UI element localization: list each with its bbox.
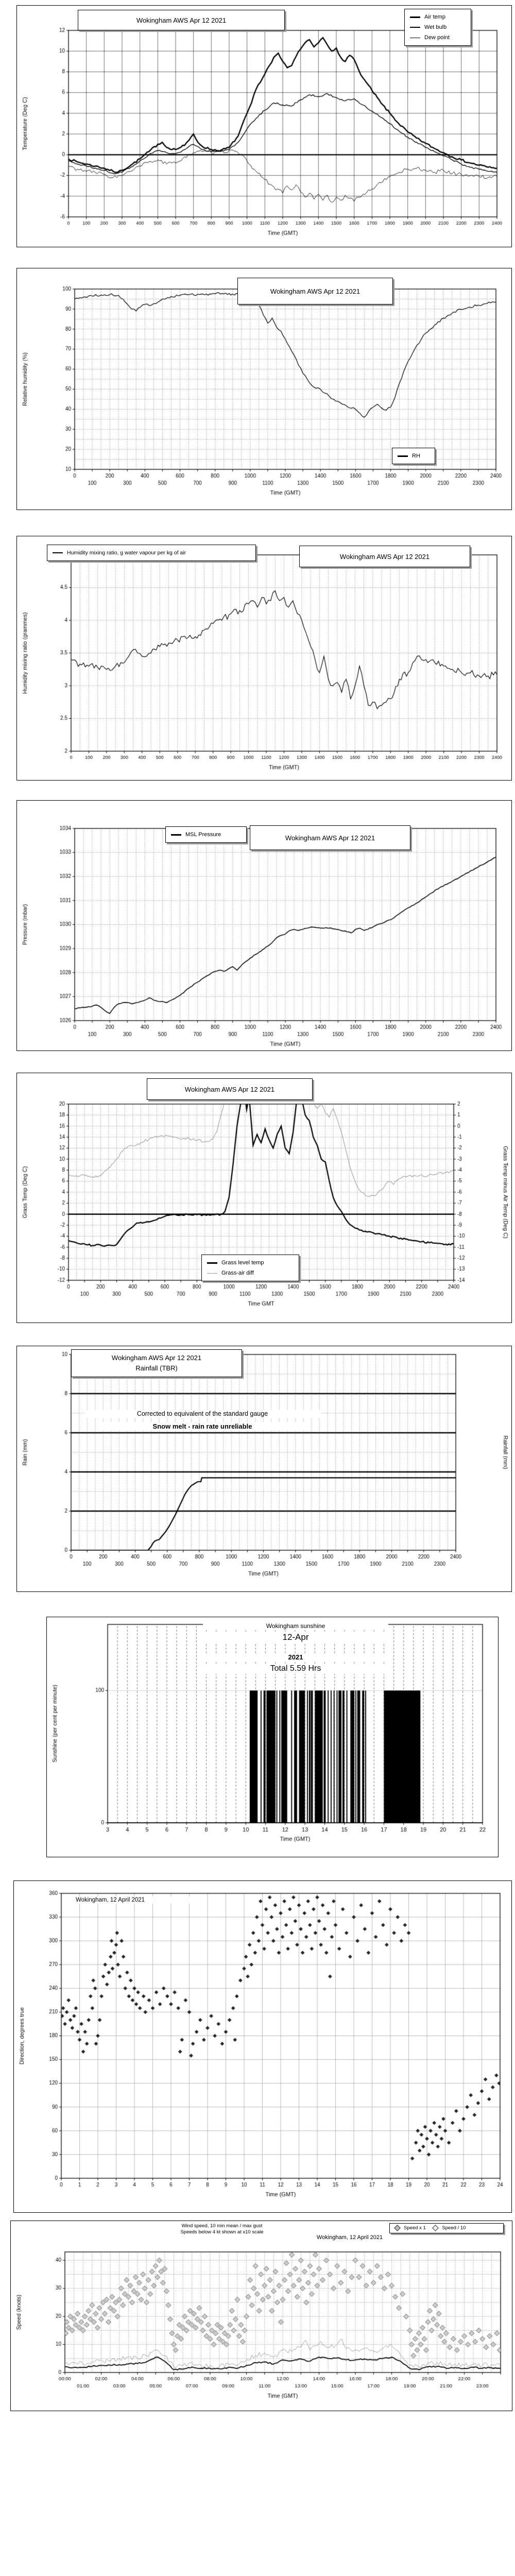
wind-direction-chart-canvas bbox=[14, 1881, 511, 2212]
rain-correction-note: Corrected to equivalent of the standard … bbox=[84, 1410, 321, 1418]
mixing-ratio-chart-panel: Humidity mixing ratio, g water vapour pe… bbox=[16, 536, 512, 781]
legend-label: Speed x 1 bbox=[404, 2225, 426, 2231]
chart-title: Wokingham, 12 April 2021 bbox=[76, 1896, 204, 1904]
chart-title-text: Wokingham AWS Apr 12 2021 bbox=[285, 834, 375, 842]
legend: Speed x 1 Speed / 10 bbox=[389, 2223, 504, 2233]
wind-speed-header: Wind speed, 10 min mean / max gust bbox=[129, 2223, 315, 2229]
legend-label: MSL Pressure bbox=[185, 832, 221, 838]
temperature-chart-panel: Wokingham AWS Apr 12 2021 Air temp Wet b… bbox=[16, 5, 512, 247]
legend: MSL Pressure bbox=[165, 826, 247, 843]
legend-item: RH bbox=[397, 451, 431, 461]
legend-item: Humidity mixing ratio, g water vapour pe… bbox=[52, 548, 251, 558]
snow-melt-warning: Snow melt - rain rate unreliable bbox=[99, 1422, 305, 1431]
mixing-ratio-chart-canvas bbox=[17, 536, 511, 780]
legend-label: Speed / 10 bbox=[442, 2225, 466, 2231]
legend-item: Speed / 10 bbox=[430, 2225, 469, 2231]
sunshine-year: 2021 bbox=[203, 1653, 388, 1662]
wind-direction-chart-panel: Wokingham, 12 April 2021 bbox=[13, 1880, 512, 2213]
legend-item: Grass-air diff bbox=[206, 1268, 295, 1278]
rh-line-swatch bbox=[398, 455, 408, 457]
chart-title: Wokingham AWS Apr 12 2021 bbox=[299, 546, 470, 567]
rainfall-chart-panel: Wokingham AWS Apr 12 2021 Rainfall (TBR)… bbox=[16, 1346, 512, 1592]
chart-title-text: Wokingham AWS Apr 12 2021 bbox=[136, 16, 227, 24]
chart-title: Wokingham AWS Apr 12 2021 bbox=[250, 825, 410, 850]
legend-item: Dew point bbox=[409, 32, 467, 43]
legend-label: Dew point bbox=[424, 35, 450, 41]
humidity-chart-canvas bbox=[17, 268, 511, 510]
legend-item: Air temp bbox=[409, 12, 467, 22]
chart-title-text: Wokingham AWS Apr 12 2021 bbox=[339, 552, 430, 561]
air-temp-line-swatch bbox=[410, 16, 420, 18]
chart-title: Wokingham, 12 April 2021 bbox=[293, 2234, 406, 2242]
pressure-chart-panel: MSL Pressure Wokingham AWS Apr 12 2021 bbox=[16, 800, 512, 1051]
chart-title-text: Wokingham AWS Apr 12 2021 bbox=[184, 1085, 275, 1093]
sunshine-date: 12-Apr bbox=[203, 1632, 388, 1643]
legend: Grass level temp Grass-air diff bbox=[201, 1255, 299, 1281]
wind-speed-chart-canvas bbox=[11, 2221, 512, 2411]
chart-title: Wokingham AWS Apr 12 2021 bbox=[237, 278, 393, 304]
legend-label: Wet bulb bbox=[424, 24, 447, 30]
rainfall-chart-canvas bbox=[17, 1346, 511, 1591]
temperature-chart-canvas bbox=[17, 6, 511, 247]
wind-speed-scale-note: Speeds below 4 kt shown at x10 scale bbox=[129, 2229, 315, 2235]
legend-item: Speed x 1 bbox=[392, 2225, 429, 2231]
legend-label: Humidity mixing ratio, g water vapour pe… bbox=[67, 550, 186, 556]
mixing-ratio-line-swatch bbox=[53, 552, 63, 553]
chart-title: Wokingham AWS Apr 12 2021 Rainfall (TBR) bbox=[71, 1349, 242, 1377]
chart-title-text: Wokingham AWS Apr 12 2021 bbox=[270, 287, 360, 295]
legend: Humidity mixing ratio, g water vapour pe… bbox=[47, 545, 256, 561]
wet-bulb-line-swatch bbox=[410, 27, 420, 28]
grass-temp-chart-canvas bbox=[17, 1073, 511, 1323]
pressure-line-swatch bbox=[171, 834, 181, 836]
legend-item: Wet bulb bbox=[409, 22, 467, 32]
legend-label: RH bbox=[412, 453, 420, 459]
legend-item: Grass level temp bbox=[206, 1258, 295, 1268]
chart-title: Wokingham AWS Apr 12 2021 bbox=[147, 1078, 313, 1100]
legend: RH bbox=[392, 448, 435, 464]
sunshine-chart-panel: Wokingham sunshine 12-Apr 2021 Total 5.5… bbox=[46, 1617, 499, 1857]
sunshine-title: Wokingham sunshine bbox=[203, 1622, 388, 1630]
chart-title: Wokingham AWS Apr 12 2021 bbox=[78, 10, 285, 30]
humidity-chart-panel: Wokingham AWS Apr 12 2021 RH bbox=[16, 268, 512, 510]
wind-speed-chart-panel: Wind speed, 10 min mean / max gust Speed… bbox=[10, 2221, 512, 2411]
grass-temp-line-swatch bbox=[207, 1262, 217, 1264]
chart-title-text: Wokingham AWS Apr 12 2021 bbox=[111, 1353, 202, 1362]
chart-subtitle-text: Rainfall (TBR) bbox=[135, 1364, 178, 1372]
sunshine-total: Total 5.59 Hrs bbox=[203, 1664, 388, 1674]
grass-temp-chart-panel: Wokingham AWS Apr 12 2021 Grass level te… bbox=[16, 1073, 512, 1323]
speed-x1-diamond-icon bbox=[394, 2225, 401, 2231]
legend: Air temp Wet bulb Dew point bbox=[404, 9, 471, 46]
legend-item: MSL Pressure bbox=[170, 829, 242, 840]
legend-label: Air temp bbox=[424, 14, 445, 20]
legend-label: Grass level temp bbox=[221, 1260, 264, 1266]
grass-air-diff-line-swatch bbox=[207, 1273, 217, 1274]
speed-div10-diamond-icon bbox=[432, 2225, 439, 2231]
legend-label: Grass-air diff bbox=[221, 1270, 254, 1276]
